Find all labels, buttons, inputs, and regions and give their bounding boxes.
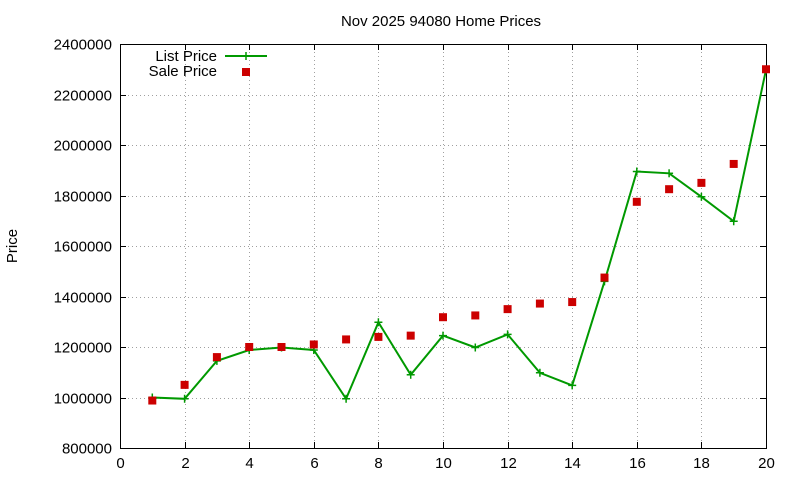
y-tick-label: 1000000: [54, 391, 112, 408]
sale-price-point: [212, 353, 221, 362]
chart-title: Nov 2025 94080 Home Prices: [341, 13, 541, 30]
sale-price-point: [535, 299, 544, 308]
sale-price-point: [600, 273, 609, 282]
sale-price-point: [762, 65, 770, 74]
sale-price-point: [697, 178, 706, 187]
list-price-point: [568, 381, 577, 390]
x-tick-label: 0: [116, 455, 124, 472]
sale-price-point: [245, 343, 254, 351]
list-price-point: [535, 368, 544, 377]
sale-price-point: [568, 298, 577, 307]
x-tick-label: 14: [564, 455, 581, 472]
y-tick-label: 1800000: [54, 189, 112, 206]
list-price-point: [665, 169, 674, 178]
list-price-point: [342, 394, 351, 403]
y-tick-label: 2000000: [54, 138, 112, 155]
y-axis-label: Price: [4, 229, 21, 263]
list-price-point: [503, 330, 512, 339]
sale-price-point: [729, 159, 738, 168]
list-price-point: [406, 370, 415, 379]
sale-price-point: [342, 335, 351, 344]
y-tick-label: 1600000: [54, 239, 112, 256]
sale-price-point: [503, 305, 512, 314]
axes: [120, 44, 767, 449]
list-price-point: [374, 318, 383, 327]
x-tick-label: 2: [181, 455, 189, 472]
sale-price-point: [406, 331, 415, 340]
x-tick-label: 6: [310, 455, 318, 472]
list-price-line: [152, 69, 767, 401]
x-tick-label: 20: [758, 455, 775, 472]
x-tick-label: 18: [693, 455, 710, 472]
list-price-point: [729, 217, 738, 226]
x-tick-label: 8: [374, 455, 382, 472]
series: [148, 65, 770, 405]
list-price-point: [697, 192, 706, 201]
sale-price-point: [374, 332, 383, 341]
x-tick-label: 12: [500, 455, 517, 472]
sale-price-point: [180, 380, 189, 389]
legend-list-price-label: List Price: [155, 48, 217, 65]
sale-price-point: [665, 185, 674, 194]
sale-price-point: [309, 340, 318, 349]
list-price-point: [180, 394, 189, 403]
y-tick-label: 2200000: [54, 88, 112, 105]
y-tick-label: 1200000: [54, 340, 112, 357]
sale-price-point: [148, 396, 157, 405]
list-price-point: [471, 343, 480, 352]
sale-price-point: [471, 311, 480, 320]
sale-price-point: [277, 343, 286, 351]
sale-price-point: [632, 197, 641, 206]
x-tick-label: 16: [629, 455, 646, 472]
y-tick-label: 800000: [62, 441, 112, 458]
list-price-point: [632, 167, 641, 176]
y-tick-label: 1400000: [54, 290, 112, 307]
x-tick-label: 10: [435, 455, 452, 472]
legend-sale-price-marker: [242, 68, 250, 76]
legend-sale-price-label: Sale Price: [149, 63, 217, 80]
tick-labels: 0 2 4 6 8 10 12 14 16 18 20 800000 1000000 1200000 140…: [54, 37, 775, 473]
x-tick-label: 4: [245, 455, 253, 472]
y-tick-label: 2400000: [54, 37, 112, 54]
sale-price-point: [439, 313, 447, 322]
plot-frame: [120, 44, 767, 449]
grid: [120, 44, 766, 448]
list-price-point: [439, 331, 447, 340]
